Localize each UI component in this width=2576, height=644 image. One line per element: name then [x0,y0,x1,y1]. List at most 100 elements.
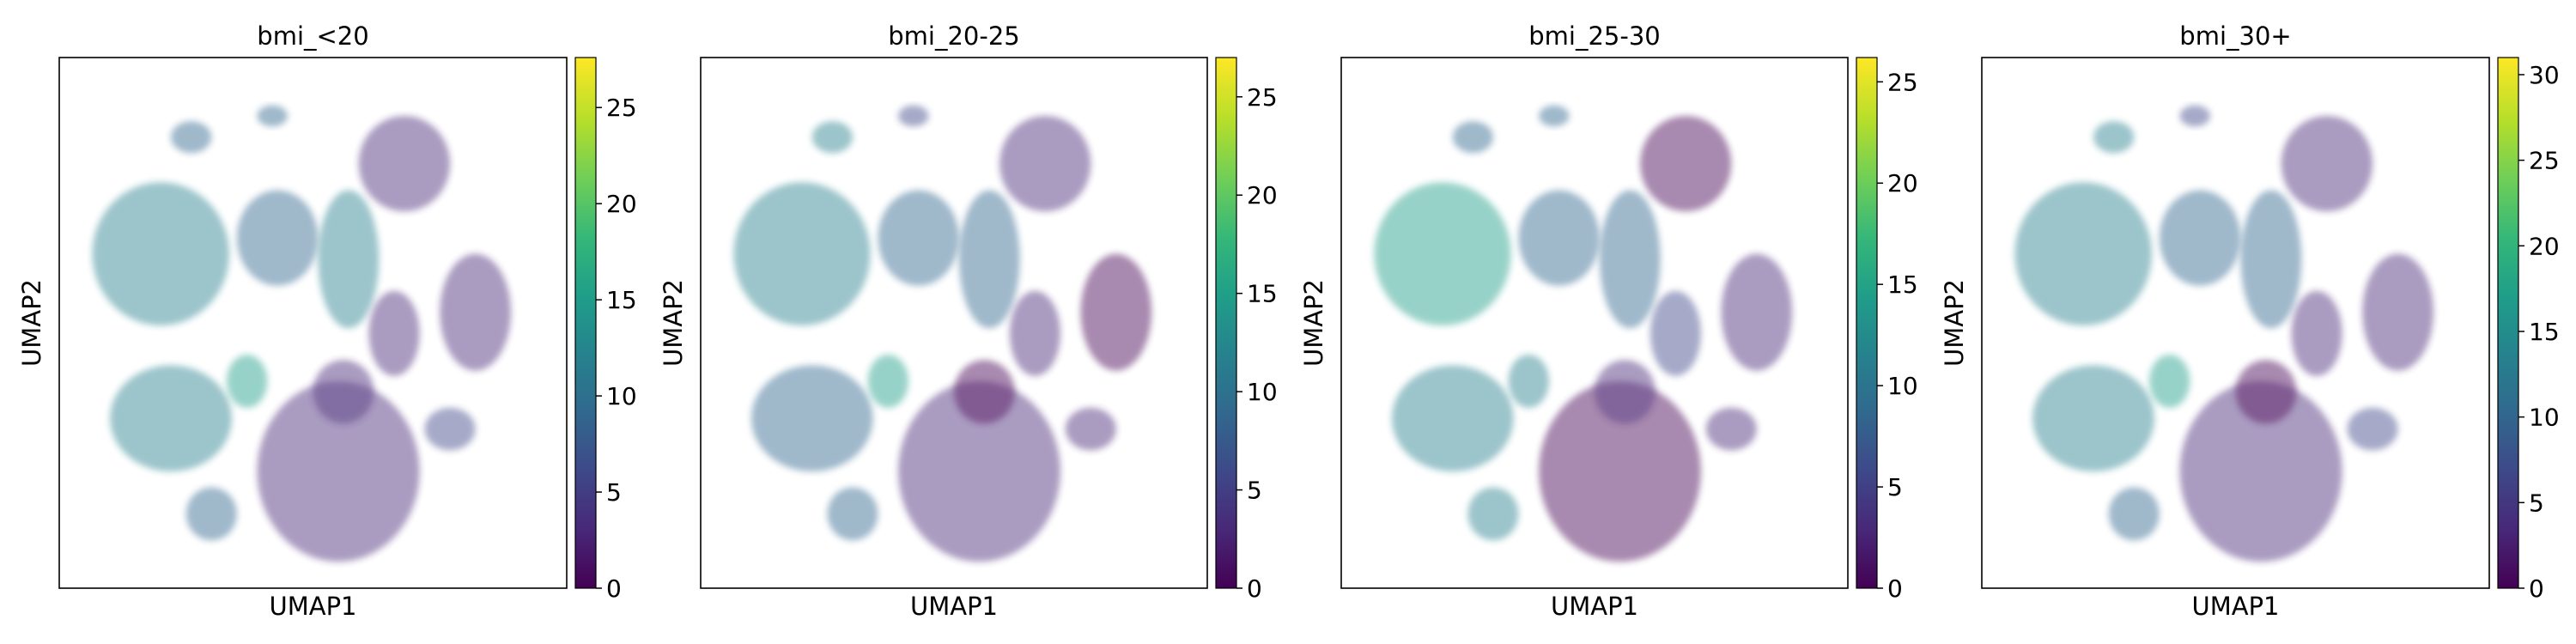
y-axis-label: UMAP2 [17,279,46,367]
panel-2: bmi_20-25 UMAP1 UMAP2 0 5 10 15 20 25 [659,21,1278,621]
cell-cluster [257,380,420,562]
cell-cluster [1452,121,1493,154]
cluster-group [733,105,1152,562]
x-axis-label: UMAP1 [2191,592,2279,621]
colorbar-tick-label: 0 [2529,574,2544,603]
colorbar-tick-label: 5 [1247,477,1262,505]
colorbar-tick-label: 20 [2529,232,2560,260]
colorbar-tick-label: 0 [1247,574,1262,603]
cell-cluster [751,365,873,472]
y-axis-label: UMAP2 [659,279,688,367]
cell-cluster [236,190,319,286]
cell-cluster [368,290,420,376]
cell-cluster [92,182,229,326]
cell-cluster [2093,121,2135,154]
cell-cluster [954,360,1015,424]
cell-cluster [733,182,871,326]
cell-cluster [2032,365,2154,472]
colorbar-tick-label: 25 [1247,83,1278,112]
cluster-group [92,105,511,562]
x-axis-label: UMAP1 [1551,592,1638,621]
panel-4: bmi_30+ UMAP1 UMAP2 0 5 10 15 20 25 30 [1940,21,2560,621]
cell-cluster [318,190,380,329]
x-axis-label: UMAP1 [269,592,356,621]
colorbar-tick-label: 15 [1887,270,1918,299]
x-axis-label: UMAP1 [910,592,998,621]
cell-cluster [898,105,929,127]
colorbar-tick-label: 10 [606,382,637,410]
cell-cluster [1392,365,1514,472]
cell-cluster [827,487,878,541]
cell-cluster [1539,380,1701,562]
cell-cluster [2014,182,2152,326]
colorbar-tick-label: 25 [606,94,637,122]
cell-cluster [2347,407,2398,451]
colorbar-tick-label: 5 [1887,473,1903,501]
y-axis-label: UMAP2 [1299,279,1328,367]
colorbar-tick-label: 10 [2529,404,2560,432]
panel-1: bmi_<20 UMAP1 UMAP2 0 5 10 15 20 25 [17,21,637,621]
cell-cluster [1374,182,1511,326]
colorbar [574,57,597,589]
cell-cluster [358,115,451,212]
cell-cluster [1508,355,1549,408]
colorbar-tick-label: 15 [1247,280,1278,308]
colorbar-tick-label: 25 [2529,147,2560,175]
cell-cluster [171,121,212,154]
cluster-group [1374,105,1793,562]
cell-cluster [1721,253,1793,371]
colorbar-tick-label: 15 [606,286,637,314]
colorbar-tick-label: 30 [2529,61,2560,89]
cell-cluster [958,190,1020,329]
colorbar-tick-label: 20 [606,190,637,218]
cluster-group [2014,105,2433,562]
colorbar-tick-label: 20 [1887,169,1918,197]
cell-cluster [257,105,288,127]
colorbar-tick-label: 10 [1887,372,1918,400]
colorbar-tick-label: 5 [2529,489,2544,517]
cell-cluster [867,355,908,408]
cell-cluster [999,115,1091,212]
cell-cluster [2291,290,2342,376]
cell-cluster [1599,190,1661,329]
cell-cluster [811,121,854,154]
cell-cluster [1595,360,1656,424]
cell-cluster [898,380,1060,562]
cell-cluster [2235,360,2297,424]
cell-cluster [1467,487,1519,541]
cell-cluster [2179,105,2210,127]
cell-cluster [227,355,268,408]
colorbar-tick-label: 0 [606,574,622,603]
cell-cluster [1518,190,1600,286]
cell-cluster [2149,355,2190,408]
cell-cluster [2240,190,2302,329]
cell-cluster [1009,290,1060,376]
cell-cluster [2108,487,2160,541]
colorbar-tick-label: 0 [1887,574,1903,603]
colorbar-tick-label: 5 [606,478,622,507]
colorbar [1215,57,1237,589]
cell-cluster [185,487,237,541]
colorbar-tick-label: 15 [2529,318,2560,346]
colorbar-tick-label: 25 [1887,68,1918,96]
cell-cluster [110,365,232,472]
cell-cluster [440,253,511,371]
panel-title: bmi_<20 [257,21,368,51]
cell-cluster [1649,290,1701,376]
colorbar-tick-label: 10 [1247,378,1278,406]
cell-cluster [2159,190,2241,286]
cell-cluster [1705,407,1757,451]
cell-cluster [1080,253,1152,371]
cell-cluster [2362,253,2433,371]
cell-cluster [2179,380,2342,562]
panel-title: bmi_25-30 [1528,21,1660,51]
cell-cluster [1640,115,1732,212]
cell-cluster [878,190,959,286]
cell-cluster [1065,407,1116,451]
cell-cluster [313,360,374,424]
cell-cluster [424,407,476,451]
cell-cluster [2281,115,2373,212]
colorbar [2497,57,2519,589]
y-axis-label: UMAP2 [1940,279,1969,367]
